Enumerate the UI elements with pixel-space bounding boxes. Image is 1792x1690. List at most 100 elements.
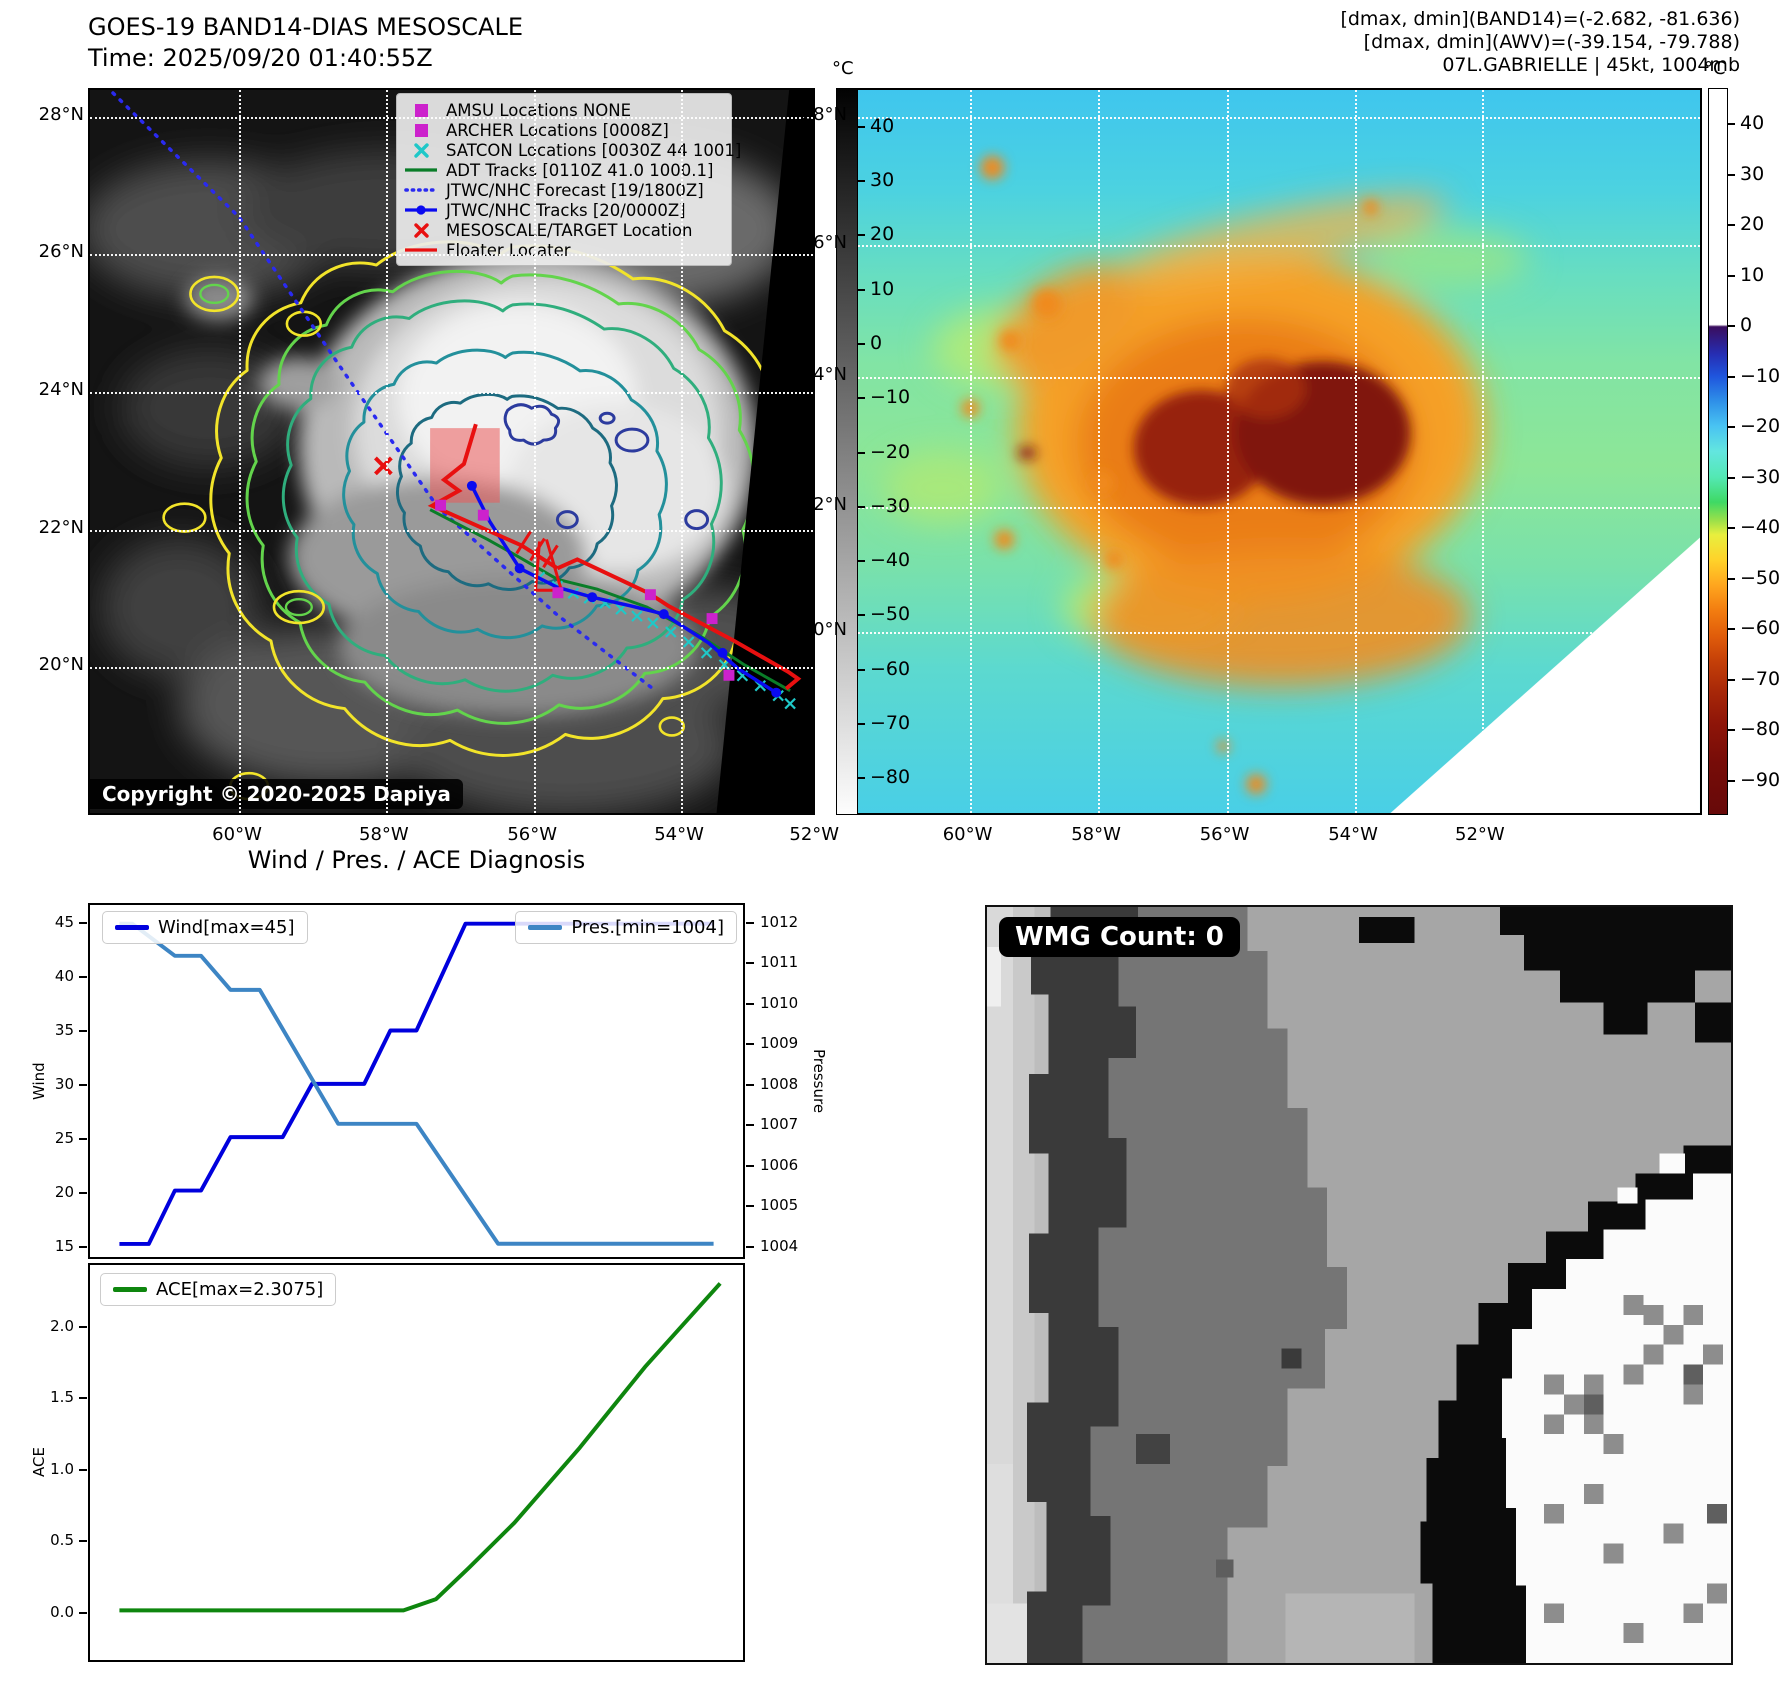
gridline-vertical	[534, 90, 537, 813]
lat-tick-label: 28°N	[38, 103, 84, 125]
black-arc-band	[1420, 1145, 1731, 1663]
gridline-vertical	[681, 90, 684, 813]
ace-line-swatch	[113, 1287, 147, 1292]
floater-track-line	[427, 423, 802, 691]
legend-item: ADT Tracks [0110Z 41.0 1000.1]	[403, 160, 725, 180]
y-tick-label: 1011	[760, 953, 799, 972]
wind-pressure-chart: Wind[max=45] Pres.[min=1004]	[88, 903, 745, 1259]
colorbar-tick-label: 20	[870, 223, 895, 246]
colorbar-tick-mark	[858, 560, 865, 562]
square-marker-icon	[403, 102, 439, 118]
y-tick-label: 1008	[760, 1074, 799, 1093]
colorbar-tick-label: 0	[1740, 314, 1753, 337]
lon-tick-label: 56°W	[507, 824, 558, 845]
wind-line-swatch	[115, 925, 149, 930]
line-dot-marker-icon	[403, 202, 439, 218]
colorbar-tick-mark	[1728, 173, 1735, 176]
y-tick-label: 0.5	[50, 1531, 74, 1550]
colorbar-tick-label: −30	[870, 494, 911, 517]
lat-tick-label: 20°N	[801, 618, 847, 640]
header-right: [dmax, dmin](BAND14)=(-2.682, -81.636) […	[1340, 8, 1740, 77]
y-tick-label: 1006	[760, 1155, 799, 1174]
lon-tick-label: 60°W	[212, 824, 262, 845]
legend-label: ADT Tracks [0110Z 41.0 1000.1]	[446, 160, 714, 180]
gridline-vertical	[239, 90, 242, 813]
line-marker-icon	[403, 162, 439, 178]
colorbar-tick-label: −60	[1740, 617, 1781, 640]
colorbar-tick-mark	[858, 288, 865, 291]
colorbar-tick-mark	[1728, 577, 1735, 580]
y-tick-mark	[79, 1611, 87, 1614]
y-tick-mark	[746, 1083, 754, 1086]
colorbar-tick-mark	[858, 505, 865, 508]
gridline-vertical	[385, 90, 388, 813]
series-line	[119, 1282, 722, 1613]
gridline-horizontal	[853, 631, 1700, 634]
chart-canvas	[119, 921, 714, 1246]
y-tick-mark	[79, 1245, 87, 1248]
y-tick-label: 1.0	[50, 1459, 74, 1478]
lat-tick-label: 24°N	[801, 364, 847, 386]
pressure-axis-label: Pressure	[810, 1048, 828, 1114]
colorbar-tick-mark	[1728, 476, 1735, 479]
colorbar-tick-label: −90	[1740, 768, 1781, 791]
gridline-horizontal	[90, 391, 813, 394]
gridline-horizontal	[90, 529, 813, 532]
cold-cloud-cores	[1017, 358, 1411, 506]
y-tick-mark	[746, 1002, 754, 1005]
storm-status-readout: 07L.GABRIELLE | 45kt, 1004mb	[1442, 54, 1740, 76]
colorbar-tick-mark	[1728, 426, 1735, 429]
colorbar-tick-label: 40	[1740, 112, 1765, 135]
colorbar-tick-label: 10	[870, 277, 895, 300]
y-tick-label: 1.5	[50, 1388, 74, 1407]
colorbar-tick-label: −40	[870, 549, 911, 571]
y-tick-label: 2.0	[50, 1316, 74, 1335]
y-tick-mark	[79, 1397, 87, 1400]
dotted-marker-icon	[403, 182, 439, 198]
y-tick-label: 1009	[760, 1034, 799, 1053]
awv-image	[853, 90, 1700, 813]
colorbar-tick-mark	[1728, 325, 1735, 328]
colorbar-tick-mark	[1728, 274, 1735, 277]
gridline-vertical	[1226, 90, 1229, 813]
colorbar-tick-mark	[858, 722, 865, 725]
legend-label: AMSU Locations NONE	[446, 100, 632, 120]
gridline-vertical	[1098, 90, 1101, 813]
colorbar-tick-label: 30	[1740, 162, 1765, 185]
y-tick-label: 40	[54, 966, 74, 985]
band14-map-panel: AMSU Locations NONE ARCHER Locations [000…	[88, 88, 815, 815]
gridline-horizontal	[90, 116, 813, 119]
y-tick-mark	[79, 921, 87, 924]
colorbar-tick-mark	[1728, 779, 1735, 782]
colorbar-tick-label: −30	[1740, 465, 1781, 488]
pressure-legend: Pres.[min=1004]	[515, 911, 737, 944]
awv-colorbar-unit: °C	[1704, 58, 1726, 79]
y-tick-mark	[79, 1468, 87, 1471]
lon-tick-label: 54°W	[654, 824, 704, 845]
colorbar-tick-mark	[1728, 527, 1735, 530]
gridline-horizontal	[853, 506, 1700, 509]
y-tick-mark	[746, 1205, 754, 1208]
colorbar-tick-label: −20	[870, 440, 911, 463]
wind-legend-label: Wind[max=45]	[158, 917, 295, 938]
lon-tick-label: 54°W	[1328, 824, 1378, 845]
lon-tick-label: 52°W	[789, 824, 840, 845]
colorbar-tick-label: −20	[1740, 415, 1781, 438]
y-tick-label: 1004	[760, 1236, 799, 1255]
colorbar-tick-mark	[1728, 375, 1735, 378]
wmg-panel: WMG Count: 0	[985, 905, 1733, 1665]
colorbar-tick-label: −40	[1740, 516, 1781, 539]
line-marker-icon	[403, 242, 439, 258]
legend-item: AMSU Locations NONE	[403, 100, 725, 120]
y-tick-label: 15	[54, 1236, 74, 1255]
chart-canvas	[119, 1282, 722, 1613]
ace-chart: ACE[max=2.3075]	[88, 1263, 745, 1662]
archer-amsu-markers	[435, 499, 735, 681]
y-tick-mark	[746, 1164, 754, 1167]
gridline-horizontal	[90, 254, 813, 257]
gridline-horizontal	[853, 377, 1700, 380]
colorbar-tick-label: −80	[1740, 718, 1781, 741]
lat-tick-label: 26°N	[38, 241, 84, 263]
colorbar-tick-mark	[858, 125, 865, 128]
